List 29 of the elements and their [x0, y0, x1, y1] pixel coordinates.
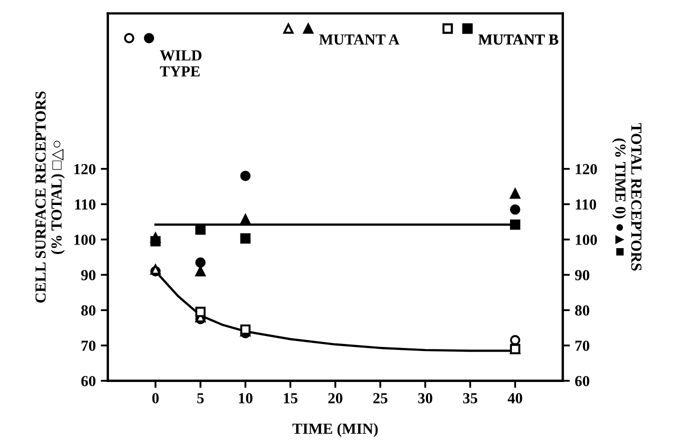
- y-tick-label: 70: [82, 340, 96, 351]
- y-tick-label: 110: [75, 199, 96, 210]
- x-tick-label: 15: [284, 393, 298, 404]
- y2-tick-label: 60: [575, 376, 590, 386]
- y-tick-label: 80: [81, 305, 96, 316]
- y-tick-label: 120: [74, 164, 96, 174]
- x-tick-label: 5: [197, 393, 204, 404]
- y2-tick-label: 70: [575, 340, 590, 351]
- y-tick-label: 100: [74, 234, 96, 245]
- x-tick-label: 35: [463, 393, 478, 404]
- y2-tick-label: 100: [576, 234, 597, 245]
- legend-label: MUTANT B: [478, 34, 558, 45]
- y2-axis-title: TOTAL RECEPTORS (% TIME 0) ●▲■: [612, 123, 642, 271]
- x-axis-title: TIME (MIN): [292, 423, 378, 437]
- x-tick-label: 40: [508, 393, 522, 404]
- x-tick-label: 0: [152, 393, 159, 404]
- legend-label: MUTANT A: [319, 34, 400, 45]
- x-tick-label: 25: [373, 393, 388, 404]
- x-tick-label: 20: [328, 393, 342, 404]
- y2-tick-label: 110: [576, 199, 596, 210]
- y2-tick-label: 120: [576, 164, 597, 174]
- x-tick-label: 10: [238, 393, 252, 404]
- legend-label: WILD TYPE: [160, 50, 202, 76]
- y2-tick-label: 90: [575, 270, 590, 280]
- x-tick-label: 30: [418, 393, 432, 404]
- y-tick-label: 90: [81, 270, 96, 280]
- y2-tick-label: 80: [575, 305, 590, 316]
- y-tick-label: 60: [81, 376, 96, 386]
- y-axis-title: CELL SURFACE RECEPTORS (% TOTAL) □△○: [35, 92, 65, 303]
